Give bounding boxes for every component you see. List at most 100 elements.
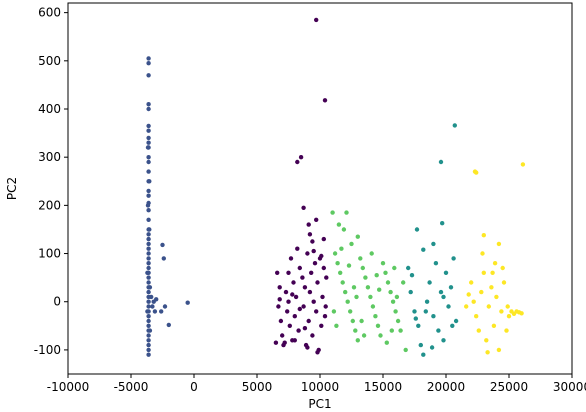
data-point-cluster-1-64 [145, 145, 151, 150]
data-point-cluster-1-32 [146, 289, 151, 295]
data-point-cluster-3-14 [355, 338, 360, 343]
data-point-cluster-1-2 [146, 73, 151, 78]
data-point-cluster-4-32 [480, 251, 485, 256]
data-point-cluster-0-22 [295, 246, 300, 251]
data-point-cluster-3-10 [345, 299, 350, 304]
data-point-cluster-1-11 [146, 159, 151, 165]
data-point-cluster-1-59 [166, 322, 171, 328]
data-point-cluster-0-51 [297, 306, 302, 312]
data-point-cluster-1-35 [146, 304, 151, 309]
data-point-cluster-2-21 [451, 256, 456, 261]
data-point-cluster-0-54 [321, 236, 326, 242]
data-point-cluster-1-0 [146, 56, 151, 61]
data-point-cluster-1-14 [146, 188, 151, 194]
y-tick-label: 600 [38, 6, 61, 20]
data-point-cluster-1-60 [185, 300, 190, 305]
data-point-cluster-2-20 [448, 285, 454, 290]
data-point-cluster-3-5 [332, 251, 338, 256]
x-tick-label: 30000 [553, 380, 586, 394]
data-point-cluster-2-10 [421, 352, 426, 357]
data-point-cluster-3-29 [393, 309, 398, 314]
data-point-cluster-3-40 [369, 251, 374, 256]
data-point-cluster-3-17 [363, 275, 368, 280]
data-point-cluster-4-19 [501, 280, 507, 285]
data-point-cluster-3-7 [338, 270, 343, 275]
data-point-cluster-3-25 [383, 270, 388, 275]
data-point-cluster-0-36 [314, 309, 319, 314]
data-point-cluster-4-14 [489, 285, 494, 290]
x-tick-label: 0 [190, 380, 198, 394]
data-point-cluster-1-45 [146, 352, 151, 357]
data-point-cluster-2-8 [416, 323, 421, 328]
data-point-cluster-2-22 [453, 318, 459, 324]
data-point-cluster-3-4 [349, 241, 354, 247]
data-point-cluster-0-9 [276, 304, 281, 309]
data-point-cluster-3-37 [346, 263, 352, 268]
data-point-cluster-3-38 [354, 294, 359, 300]
data-point-cluster-0-30 [306, 318, 311, 324]
data-point-cluster-2-3 [414, 227, 420, 232]
data-point-cluster-3-9 [343, 289, 348, 295]
data-point-cluster-3-3 [355, 234, 360, 239]
data-point-cluster-0-4 [301, 205, 306, 210]
data-point-cluster-0-44 [324, 275, 329, 280]
data-point-cluster-3-20 [370, 304, 376, 309]
data-point-cluster-1-15 [146, 193, 151, 198]
data-point-cluster-1-22 [146, 241, 151, 247]
data-point-cluster-4-30 [505, 304, 510, 309]
data-point-cluster-1-58 [162, 304, 168, 309]
data-point-cluster-4-28 [466, 292, 471, 297]
data-point-cluster-0-21 [293, 294, 299, 300]
data-point-cluster-1-46 [145, 270, 150, 275]
data-point-cluster-0-40 [319, 323, 324, 328]
data-point-cluster-1-50 [149, 294, 154, 300]
data-point-cluster-0-19 [291, 280, 296, 285]
data-point-cluster-2-5 [406, 265, 411, 271]
data-point-cluster-1-47 [145, 309, 150, 314]
data-point-cluster-1-61 [147, 227, 152, 232]
data-point-cluster-4-12 [484, 338, 489, 343]
data-point-cluster-0-25 [300, 275, 305, 280]
data-point-cluster-1-5 [146, 123, 151, 129]
data-point-cluster-2-18 [443, 270, 449, 275]
data-point-cluster-0-31 [307, 289, 313, 295]
data-point-cluster-0-3 [298, 155, 304, 160]
data-point-cluster-1-24 [146, 251, 151, 256]
data-point-cluster-1-30 [146, 280, 151, 285]
data-point-cluster-3-48 [351, 285, 357, 290]
y-tick-label: -100 [34, 343, 61, 357]
data-point-cluster-0-13 [283, 289, 289, 295]
data-point-cluster-3-43 [392, 265, 397, 271]
data-point-cluster-1-26 [146, 261, 151, 266]
data-point-cluster-3-46 [374, 273, 379, 278]
x-tick-label: 20000 [427, 380, 465, 394]
data-point-cluster-2-27 [450, 323, 455, 328]
data-point-cluster-4-18 [499, 309, 504, 314]
data-point-cluster-0-47 [292, 338, 297, 343]
data-point-cluster-3-30 [395, 318, 401, 324]
data-point-cluster-0-11 [280, 333, 285, 338]
data-point-cluster-2-19 [446, 304, 451, 309]
data-point-cluster-3-26 [385, 280, 391, 285]
data-point-cluster-3-24 [380, 261, 386, 266]
data-point-cluster-3-32 [401, 280, 406, 285]
data-point-cluster-1-43 [146, 342, 151, 348]
data-point-cluster-4-16 [494, 294, 499, 300]
data-point-cluster-2-28 [429, 345, 435, 350]
data-point-cluster-2-11 [424, 299, 430, 304]
data-point-cluster-4-31 [490, 270, 495, 275]
data-point-cluster-4-13 [486, 304, 491, 309]
data-point-cluster-0-14 [285, 309, 290, 314]
data-point-cluster-1-42 [146, 338, 151, 343]
data-point-cluster-0-7 [275, 270, 280, 275]
data-point-cluster-4-9 [476, 328, 481, 333]
data-point-cluster-0-35 [312, 261, 318, 266]
data-point-cluster-2-2 [440, 221, 445, 226]
data-point-cluster-0-55 [277, 297, 282, 302]
data-point-cluster-1-23 [146, 246, 151, 251]
y-tick-label: 0 [53, 295, 61, 309]
data-point-cluster-1-8 [146, 140, 151, 145]
data-point-cluster-0-53 [314, 217, 319, 222]
data-point-cluster-3-22 [375, 323, 381, 328]
data-point-cluster-1-3 [146, 102, 151, 107]
